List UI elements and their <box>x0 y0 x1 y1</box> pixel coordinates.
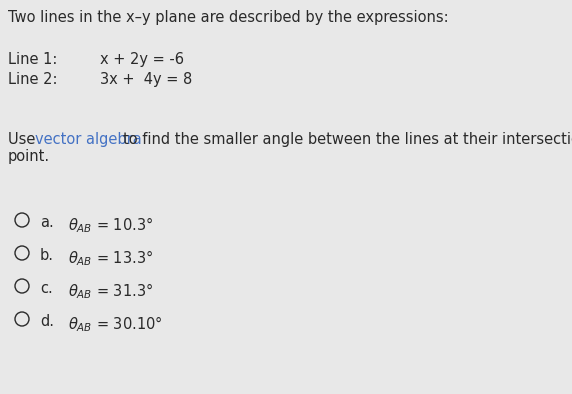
Text: d.: d. <box>40 314 54 329</box>
Text: point.: point. <box>8 149 50 164</box>
Text: b.: b. <box>40 248 54 263</box>
Text: a.: a. <box>40 215 54 230</box>
Text: 3x +  4y = 8: 3x + 4y = 8 <box>100 72 192 87</box>
Text: Line 2:: Line 2: <box>8 72 58 87</box>
Text: $\theta_{AB}$ = 10.3°: $\theta_{AB}$ = 10.3° <box>68 215 153 235</box>
Text: $\theta_{AB}$ = 30.10°: $\theta_{AB}$ = 30.10° <box>68 314 162 334</box>
Text: Two lines in the x–y plane are described by the expressions:: Two lines in the x–y plane are described… <box>8 10 448 25</box>
Text: $\theta_{AB}$ = 13.3°: $\theta_{AB}$ = 13.3° <box>68 248 153 268</box>
Text: Use: Use <box>8 132 40 147</box>
Text: x + 2y = -6: x + 2y = -6 <box>100 52 184 67</box>
Text: Line 1:: Line 1: <box>8 52 57 67</box>
Text: $\theta_{AB}$ = 31.3°: $\theta_{AB}$ = 31.3° <box>68 281 153 301</box>
Text: c.: c. <box>40 281 53 296</box>
Text: to find the smaller angle between the lines at their intersection: to find the smaller angle between the li… <box>123 132 572 147</box>
Text: vector algebra: vector algebra <box>35 132 142 147</box>
